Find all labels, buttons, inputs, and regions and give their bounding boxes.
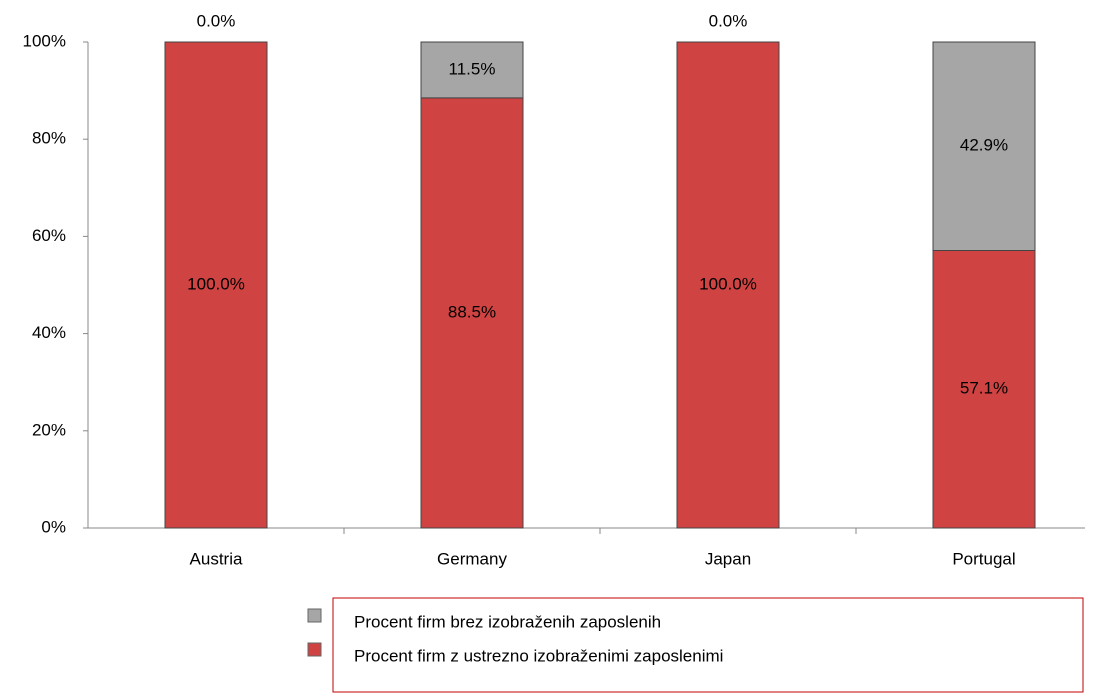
x-tick-label: Germany (437, 549, 507, 568)
bar-segment (676, 41, 780, 529)
bar-segment (420, 41, 524, 99)
y-tick-label: 100% (23, 31, 66, 50)
x-tick-label: Portugal (952, 549, 1015, 568)
data-label: 0.0% (197, 11, 236, 30)
data-label: 0.0% (709, 11, 748, 30)
data-label: 88.5% (448, 302, 496, 321)
y-tick-label: 0% (41, 517, 66, 536)
data-label: 57.1% (960, 379, 1008, 398)
data-label: 100.0% (699, 274, 757, 293)
legend-label: Procent firm z ustrezno izobraženimi zap… (354, 646, 723, 665)
y-tick-label: 40% (32, 323, 66, 342)
data-label: 11.5% (449, 59, 496, 78)
legend-box (332, 597, 1084, 693)
y-tick-label: 20% (32, 420, 66, 439)
bar-segment (932, 249, 1036, 529)
bar-segment (164, 41, 268, 529)
y-tick-label: 80% (32, 129, 66, 148)
legend-swatch (307, 608, 322, 623)
x-tick-label: Austria (190, 549, 243, 568)
legend-label: Procent firm brez izobraženih zaposlenih (354, 612, 661, 631)
x-tick-label: Japan (705, 549, 751, 568)
data-label: 100.0% (187, 274, 245, 293)
bar-segment (932, 41, 1036, 251)
bar-segment (420, 97, 524, 529)
data-label: 42.9% (960, 136, 1008, 155)
y-tick-label: 60% (32, 226, 66, 245)
legend-swatch (307, 642, 322, 657)
